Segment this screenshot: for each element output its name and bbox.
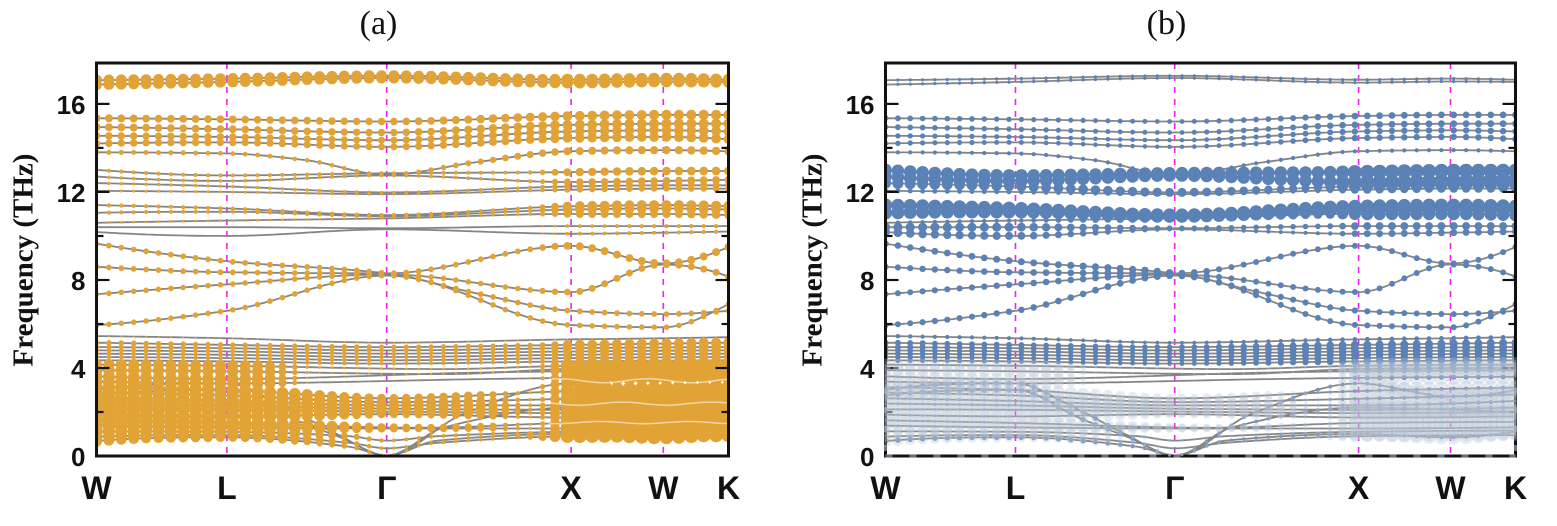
svg-text:Γ: Γ xyxy=(377,470,396,506)
svg-text:4: 4 xyxy=(71,354,86,384)
svg-text:(a): (a) xyxy=(360,5,398,42)
svg-text:W: W xyxy=(648,470,679,506)
svg-text:8: 8 xyxy=(71,266,85,296)
svg-text:K: K xyxy=(717,470,740,506)
svg-text:0: 0 xyxy=(71,442,85,472)
svg-text:16: 16 xyxy=(57,90,86,120)
svg-text:L: L xyxy=(217,470,237,506)
svg-text:Frequency (THz): Frequency (THz) xyxy=(8,154,40,367)
svg-text:12: 12 xyxy=(57,178,86,208)
svg-text:X: X xyxy=(560,470,582,506)
svg-text:W: W xyxy=(81,470,112,506)
